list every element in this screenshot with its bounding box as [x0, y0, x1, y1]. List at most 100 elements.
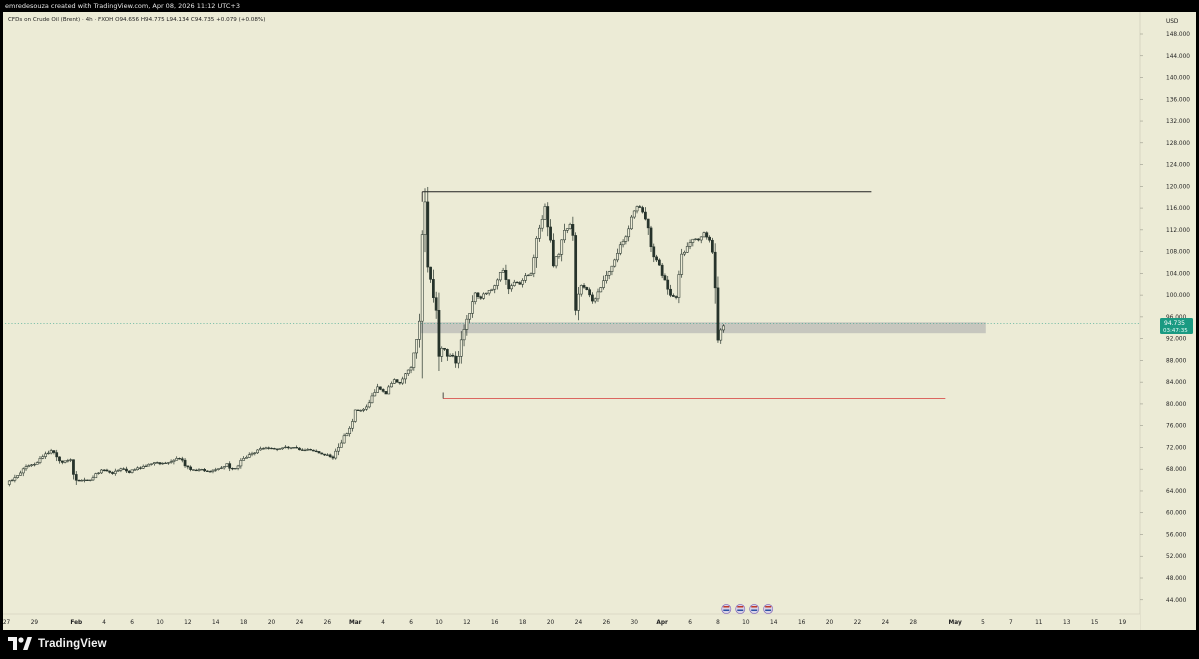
candle-body	[429, 266, 432, 280]
candle-body	[652, 246, 656, 258]
candle-body	[69, 459, 73, 461]
candle-body	[599, 287, 603, 293]
price-tick-label: 76.000	[1166, 424, 1187, 430]
economic-event-flag[interactable]	[721, 604, 732, 614]
price-tick-label: 56.000	[1166, 532, 1187, 538]
time-tick-label: 8	[716, 620, 720, 626]
candle-body	[616, 253, 619, 261]
price-tick-label: 124.000	[1166, 163, 1190, 169]
event-flag-stripe	[737, 609, 744, 611]
candle-body	[644, 211, 647, 220]
candle-body	[680, 253, 684, 275]
time-tick-label: 19	[1119, 620, 1127, 626]
currency-label[interactable]: USD	[1166, 19, 1179, 25]
candle-body	[228, 463, 232, 469]
candle-body	[150, 463, 153, 465]
candle-body	[568, 224, 572, 229]
time-tick-label: 26	[324, 620, 332, 626]
candle-body	[105, 469, 109, 472]
candle-body	[312, 449, 315, 452]
candle-body	[21, 468, 25, 474]
time-axis[interactable]	[3, 614, 1140, 630]
candle-body	[83, 479, 86, 481]
time-tick-label: 4	[381, 620, 385, 626]
candle-body	[635, 206, 639, 212]
candle-body	[431, 279, 435, 298]
candle-body	[284, 446, 287, 449]
candle-body	[666, 279, 670, 290]
event-flag-circle	[763, 604, 774, 614]
candle-body	[649, 227, 653, 248]
candle-body	[708, 236, 711, 241]
time-tick-label: Apr	[656, 620, 668, 626]
price-tick-label: 84.000	[1166, 380, 1187, 386]
economic-event-flag[interactable]	[763, 604, 774, 614]
time-tick-label: 11	[1035, 620, 1043, 626]
candle-body	[465, 318, 469, 330]
candle-body	[58, 456, 61, 462]
event-flag-stripe	[723, 609, 730, 611]
chart-panel[interactable]: CFDs on Crude Oil (Brent) · 4h · FXOH O9…	[3, 12, 1196, 630]
candle-body	[710, 239, 714, 253]
candle-body	[152, 462, 156, 465]
candle-body	[524, 275, 527, 281]
candle-body	[387, 386, 391, 395]
time-tick-label: 18	[240, 620, 248, 626]
candle-body	[334, 450, 338, 459]
candle-body	[565, 228, 569, 231]
candle-body	[610, 265, 614, 272]
time-tick-label: 18	[519, 620, 527, 626]
candle-body	[317, 451, 321, 454]
event-flag-stripe	[751, 606, 758, 608]
candle-body	[579, 285, 583, 295]
candle-body	[685, 246, 689, 253]
event-flag-stripe	[737, 606, 744, 608]
candle-body	[630, 216, 633, 230]
candle-body	[498, 272, 502, 281]
economic-event-flag[interactable]	[735, 604, 746, 614]
candle-body	[261, 448, 265, 450]
price-tick-label: 100.000	[1166, 293, 1190, 299]
candle-body	[418, 320, 421, 340]
candle-body	[722, 325, 725, 331]
candle-body	[219, 467, 223, 469]
candle-body	[641, 207, 644, 213]
candle-body	[694, 238, 698, 240]
candle-body	[192, 469, 195, 471]
candle-body	[211, 469, 215, 472]
time-tick-label: 7	[1009, 620, 1013, 626]
support-zone-box[interactable]	[419, 322, 986, 334]
candle-body	[119, 468, 123, 471]
candle-body	[91, 477, 95, 481]
candle-body	[200, 469, 204, 471]
economic-event-flag[interactable]	[749, 604, 760, 614]
candle-body	[716, 287, 720, 341]
candle-body	[286, 446, 290, 449]
drawing-layer[interactable]	[5, 191, 1140, 399]
candle-body	[30, 464, 33, 466]
candle-body	[166, 462, 170, 464]
candle-body	[253, 452, 257, 454]
event-flag-stripe	[765, 609, 772, 611]
candle-body	[24, 466, 28, 470]
price-chart[interactable]: CFDs on Crude Oil (Brent) · 4h · FXOH O9…	[3, 12, 1196, 630]
symbol-ohlc-legend[interactable]: CFDs on Crude Oil (Brent) · 4h · FXOH O9…	[8, 17, 265, 23]
tradingview-logo[interactable]: TradingView	[8, 637, 107, 650]
candle-body	[345, 433, 349, 437]
time-tick-label: 24	[296, 620, 304, 626]
candle-body	[356, 409, 360, 411]
time-tick-label: 24	[575, 620, 583, 626]
candle-body	[529, 273, 533, 276]
candle-body	[591, 294, 594, 302]
candle-body	[13, 477, 17, 481]
candle-series	[7, 186, 725, 487]
candle-body	[457, 356, 460, 364]
price-tick-label: 44.000	[1166, 598, 1187, 604]
attribution-bar: emredesouza created with TradingView.com…	[0, 0, 1199, 12]
price-tick-label: 72.000	[1166, 445, 1187, 451]
candle-body	[638, 206, 642, 208]
candle-body	[607, 271, 611, 276]
time-tick-label: 24	[882, 620, 890, 626]
event-flags[interactable]	[721, 604, 774, 614]
candle-body	[660, 264, 664, 276]
